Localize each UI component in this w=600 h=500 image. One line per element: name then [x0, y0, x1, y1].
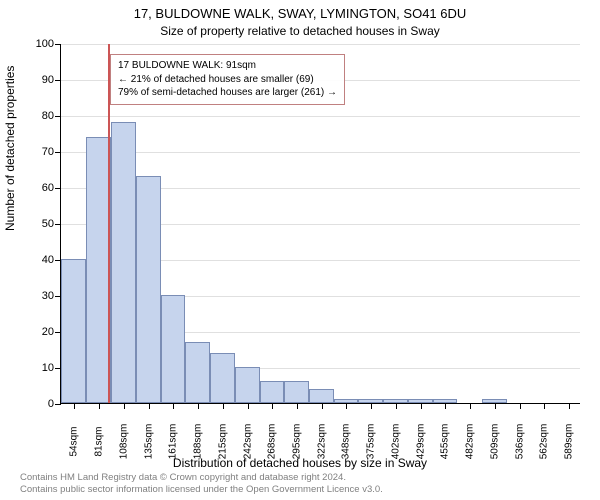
x-tick [272, 403, 273, 409]
y-tick [55, 404, 61, 405]
histogram-bar [284, 381, 309, 403]
x-tick [569, 403, 570, 409]
x-tick [149, 403, 150, 409]
histogram-bar [185, 342, 210, 403]
x-tick [346, 403, 347, 409]
x-tick [297, 403, 298, 409]
y-tick-label: 40 [26, 254, 54, 266]
y-tick-label: 80 [26, 110, 54, 122]
y-tick [55, 80, 61, 81]
histogram-bar [86, 137, 111, 403]
chart-title-sub: Size of property relative to detached ho… [0, 24, 600, 38]
histogram-bar [309, 389, 334, 403]
histogram-bar [136, 176, 161, 403]
y-tick [55, 116, 61, 117]
y-tick [55, 224, 61, 225]
x-tick [421, 403, 422, 409]
y-tick-label: 0 [26, 398, 54, 410]
footer-text: Contains HM Land Registry data © Crown c… [20, 472, 383, 496]
x-tick [99, 403, 100, 409]
chart-title-main: 17, BULDOWNE WALK, SWAY, LYMINGTON, SO41… [0, 6, 600, 21]
y-tick-label: 100 [26, 38, 54, 50]
y-tick-label: 70 [26, 146, 54, 158]
y-tick-label: 30 [26, 290, 54, 302]
y-tick-label: 50 [26, 218, 54, 230]
histogram-bar [61, 259, 86, 403]
y-tick [55, 188, 61, 189]
x-tick [445, 403, 446, 409]
annotation-line1: 17 BULDOWNE WALK: 91sqm [118, 59, 337, 73]
y-gridline [61, 44, 580, 45]
x-tick [248, 403, 249, 409]
annotation-line3: 79% of semi-detached houses are larger (… [118, 86, 337, 100]
histogram-bar [210, 353, 235, 403]
x-tick [544, 403, 545, 409]
y-tick-label: 10 [26, 362, 54, 374]
y-gridline [61, 152, 580, 153]
x-tick [520, 403, 521, 409]
histogram-bar [235, 367, 260, 403]
chart-container: 17, BULDOWNE WALK, SWAY, LYMINGTON, SO41… [0, 0, 600, 500]
footer-line1: Contains HM Land Registry data © Crown c… [20, 472, 383, 484]
footer-line2: Contains public sector information licen… [20, 484, 383, 496]
y-tick-label: 90 [26, 74, 54, 86]
histogram-bar [161, 295, 185, 403]
histogram-bar [260, 381, 284, 403]
y-tick-label: 20 [26, 326, 54, 338]
y-axis-label: Number of detached properties [3, 66, 17, 231]
x-tick [371, 403, 372, 409]
y-tick [55, 44, 61, 45]
x-tick [74, 403, 75, 409]
x-tick [495, 403, 496, 409]
x-tick [470, 403, 471, 409]
plot-area: 0102030405060708090100 17 BULDOWNE WALK:… [60, 44, 580, 404]
annotation-line2: ← 21% of detached houses are smaller (69… [118, 73, 337, 87]
annotation-box: 17 BULDOWNE WALK: 91sqm ← 21% of detache… [110, 54, 345, 105]
histogram-bar [111, 122, 136, 403]
y-tick [55, 152, 61, 153]
y-gridline [61, 116, 580, 117]
x-tick [396, 403, 397, 409]
y-tick-label: 60 [26, 182, 54, 194]
x-axis-label: Distribution of detached houses by size … [0, 456, 600, 470]
x-tick [223, 403, 224, 409]
x-tick [124, 403, 125, 409]
x-tick [322, 403, 323, 409]
x-tick [198, 403, 199, 409]
x-tick [173, 403, 174, 409]
